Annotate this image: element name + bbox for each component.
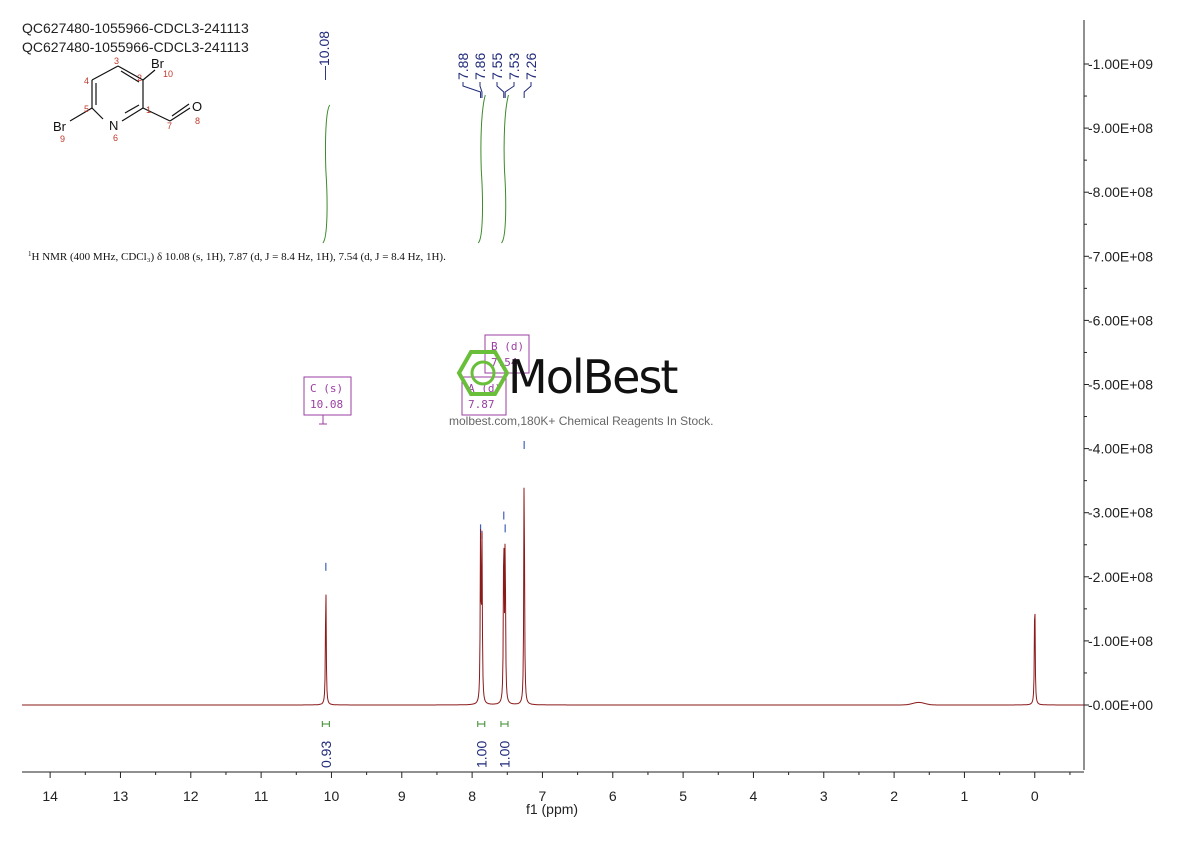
integral-labels: 0.93 1.00 1.00 [318,741,513,768]
y-tick-label: -2.00E+08 [1088,569,1153,585]
molbest-logo-icon [456,350,510,396]
atom-number-4: 4 [84,76,89,86]
integral-bracket [500,721,509,727]
peak-label-leader [496,82,505,98]
atom-label-br-9: Br [53,119,67,134]
integral-value: 0.93 [318,741,334,768]
y-tick-label: -7.00E+08 [1088,248,1153,264]
spectrum-trace [22,487,1084,706]
integral-curve [501,94,509,244]
atom-label-o-8: O [192,99,202,114]
x-tick-label: 10 [324,788,340,804]
atom-label-n-6: N [109,118,118,133]
x-tick-label: 13 [113,788,129,804]
integral-value: 1.00 [473,741,489,768]
x-tick-label: 5 [679,788,687,804]
x-tick-label: 2 [890,788,898,804]
peak-label-leader [504,82,515,98]
x-tick-label: 11 [254,788,269,804]
y-tick-label: -5.00E+08 [1088,377,1153,393]
chemical-structure [69,65,191,122]
x-tick-label: 4 [750,788,758,804]
peak-label-leader [479,82,483,98]
atom-number-7: 7 [167,121,172,131]
atom-number-6: 6 [113,133,118,143]
x-tick-label: 9 [398,788,406,804]
atom-number-3: 3 [114,56,119,66]
atom-label-br-10: Br [151,56,165,71]
integral-curve [322,104,331,244]
atom-number-9: 9 [60,134,65,144]
peak-label: 7.26 [523,53,539,80]
peak-label: 7.55 [489,53,505,80]
x-tick-label: 6 [609,788,617,804]
molbest-tagline: molbest.com,180K+ Chemical Reagents In S… [449,414,713,428]
y-tick-label: -1.00E+08 [1088,633,1153,649]
multiplet-box-a-label: A (d) [468,382,501,395]
x-tick-label: 14 [42,788,58,804]
atom-number-1: 1 [146,105,151,115]
integral-bracket [477,721,486,727]
peak-label: 7.88 [455,53,471,80]
nmr-description-superscript: 1 [28,250,32,258]
peak-label-leader [523,82,532,98]
y-axis-ticks: -1.00E+09 -9.00E+08 -8.00E+08 -7.00E+08 -6.0… [1084,56,1153,713]
x-tick-label: 8 [468,788,476,804]
atom-number-5: 5 [84,104,89,114]
integral-bracket [321,721,330,727]
spectrum-title-line-2: QC627480-1055966-CDCL3-241113 [22,39,249,55]
x-axis-ticks: 14 13 12 11 10 9 8 7 6 5 4 3 2 1 0 [42,772,1071,804]
x-tick-label: 1 [961,788,969,804]
multiplet-box-c: C (s) 10.08 [303,376,352,425]
atom-number-8: 8 [195,116,200,126]
y-tick-label: -3.00E+08 [1088,505,1153,521]
multiplet-box-c-label: C (s) [310,382,343,395]
peak-markers [325,441,525,571]
multiplet-box-b-label: B (d) [491,340,524,353]
integral-curve [477,94,486,244]
x-tick-label: 0 [1031,788,1039,804]
peak-label: 7.53 [506,53,522,80]
nmr-description-text: H NMR (400 MHz, CDCl₃) δ 10.08 (s, 1H), … [32,251,447,263]
y-tick-label: -9.00E+08 [1088,120,1153,136]
multiplet-box-a-shift: 7.87 [468,398,495,411]
x-tick-label: 3 [820,788,828,804]
y-tick-label: -0.00E+00 [1088,697,1153,713]
molbest-watermark: MolBest molbest.com,180K+ Chemical Reage… [449,350,713,428]
peak-label-leader [462,82,482,98]
multiplet-box-c-shift: 10.08 [310,398,343,411]
y-tick-label: -6.00E+08 [1088,312,1153,328]
molbest-brand-name: MolBest [508,350,677,404]
x-tick-label: 12 [183,788,199,804]
x-axis-label: f1 (ppm) [526,801,578,817]
atom-number-10: 10 [163,69,173,79]
y-tick-label: -8.00E+08 [1088,184,1153,200]
integral-value: 1.00 [496,741,512,768]
y-tick-label: -4.00E+08 [1088,441,1153,457]
peak-labels: —10.08 7.88 7.86 7.55 7.53 7.26 [316,31,539,98]
y-tick-label: -1.00E+09 [1088,56,1153,72]
x-tick-label: 7 [539,788,547,804]
spectrum-title-line-1: QC627480-1055966-CDCL3-241113 [22,20,249,36]
atom-number-2: 2 [137,73,142,83]
integral-curves [321,94,509,727]
peak-label: 7.86 [472,53,488,80]
nmr-description: 1H NMR (400 MHz, CDCl₃) δ 10.08 (s, 1H),… [28,250,446,263]
peak-label: —10.08 [316,31,332,80]
